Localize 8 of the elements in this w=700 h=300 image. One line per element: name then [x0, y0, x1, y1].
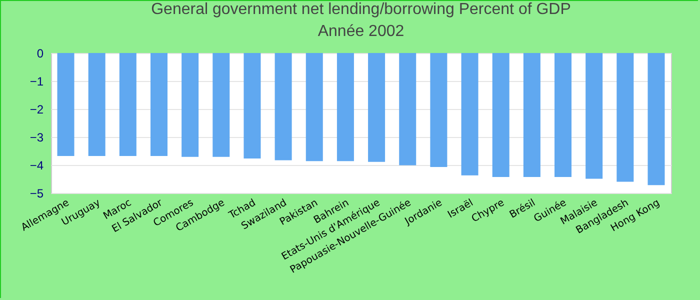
y-tick-label: 0: [36, 46, 44, 60]
chart-subtitle: Année 2002: [318, 23, 404, 40]
y-tick-label: −4: [30, 158, 44, 172]
y-tick-label: −3: [30, 130, 44, 144]
chart-title: General government net lending/borrowing Percent of GDP: [151, 1, 571, 18]
y-tick-label: −1: [30, 74, 44, 88]
y-tick-label: −2: [30, 102, 44, 116]
y-tick-label: −5: [30, 186, 44, 200]
